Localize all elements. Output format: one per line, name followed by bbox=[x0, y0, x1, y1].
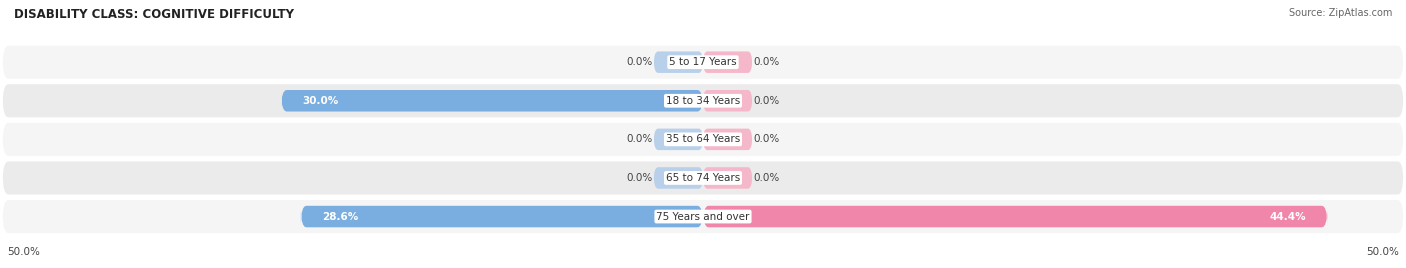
Text: 28.6%: 28.6% bbox=[322, 211, 359, 222]
Text: 0.0%: 0.0% bbox=[626, 173, 652, 183]
Text: 0.0%: 0.0% bbox=[754, 96, 780, 106]
FancyBboxPatch shape bbox=[654, 51, 703, 73]
FancyBboxPatch shape bbox=[3, 84, 1403, 117]
Text: 0.0%: 0.0% bbox=[754, 57, 780, 67]
FancyBboxPatch shape bbox=[703, 206, 1327, 227]
Text: 0.0%: 0.0% bbox=[754, 134, 780, 144]
Text: 35 to 64 Years: 35 to 64 Years bbox=[666, 134, 740, 144]
FancyBboxPatch shape bbox=[3, 46, 1403, 79]
FancyBboxPatch shape bbox=[3, 161, 1403, 195]
FancyBboxPatch shape bbox=[703, 167, 752, 189]
FancyBboxPatch shape bbox=[703, 129, 752, 150]
Text: 18 to 34 Years: 18 to 34 Years bbox=[666, 96, 740, 106]
Text: 5 to 17 Years: 5 to 17 Years bbox=[669, 57, 737, 67]
FancyBboxPatch shape bbox=[281, 90, 703, 111]
Text: 75 Years and over: 75 Years and over bbox=[657, 211, 749, 222]
FancyBboxPatch shape bbox=[703, 90, 752, 111]
FancyBboxPatch shape bbox=[703, 51, 752, 73]
Text: 0.0%: 0.0% bbox=[626, 134, 652, 144]
Text: 50.0%: 50.0% bbox=[7, 247, 39, 256]
FancyBboxPatch shape bbox=[301, 206, 703, 227]
FancyBboxPatch shape bbox=[3, 123, 1403, 156]
Text: Source: ZipAtlas.com: Source: ZipAtlas.com bbox=[1288, 8, 1392, 18]
Text: 0.0%: 0.0% bbox=[626, 57, 652, 67]
FancyBboxPatch shape bbox=[654, 129, 703, 150]
FancyBboxPatch shape bbox=[3, 200, 1403, 233]
Text: 0.0%: 0.0% bbox=[754, 173, 780, 183]
Text: 30.0%: 30.0% bbox=[302, 96, 339, 106]
Text: 65 to 74 Years: 65 to 74 Years bbox=[666, 173, 740, 183]
FancyBboxPatch shape bbox=[654, 167, 703, 189]
Text: 50.0%: 50.0% bbox=[1367, 247, 1399, 256]
Text: 44.4%: 44.4% bbox=[1270, 211, 1306, 222]
Text: DISABILITY CLASS: COGNITIVE DIFFICULTY: DISABILITY CLASS: COGNITIVE DIFFICULTY bbox=[14, 8, 294, 21]
